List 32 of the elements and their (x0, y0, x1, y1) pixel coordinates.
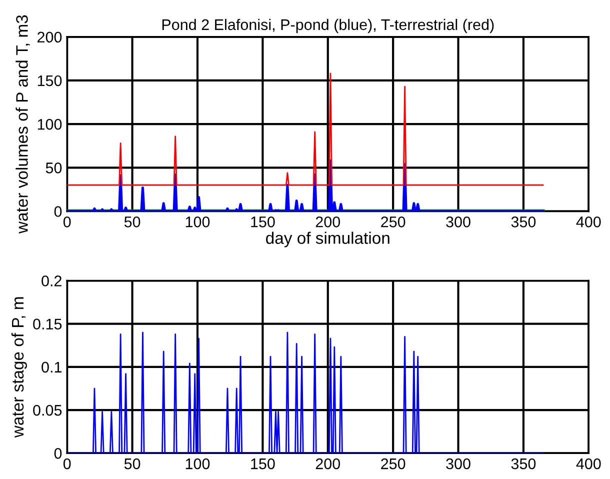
x-tick-label: 350 (511, 458, 536, 470)
y-tick-label: 0.15 (33, 318, 62, 330)
chart-title: Pond 2 Elafonisi, P-pond (blue), T-terrestrial (red) (162, 18, 494, 34)
x-tick-label: 250 (381, 458, 406, 470)
x-tick-label: 350 (511, 216, 536, 228)
x-tick-label: 200 (316, 216, 340, 228)
x-tick-label: 300 (446, 458, 470, 470)
x-tick-label: 100 (186, 216, 210, 228)
y-tick-label: 0 (54, 448, 62, 459)
x-tick-label: 150 (251, 216, 275, 228)
y-tick-label: 200 (38, 32, 62, 43)
y-tick-label: 150 (38, 75, 62, 86)
y-axis-title: water stage of P, m (11, 297, 27, 438)
x-tick-label: 250 (381, 216, 406, 228)
y-tick-label: 0.2 (42, 276, 62, 286)
y-tick-label: 0 (54, 206, 62, 217)
x-tick-label: 50 (124, 458, 140, 470)
x-axis-title: day of simulation (266, 232, 390, 248)
x-tick-label: 400 (576, 458, 601, 470)
y-tick-label: 50 (46, 162, 62, 174)
x-tick-label: 0 (63, 458, 71, 470)
y-tick-label: 0.05 (33, 404, 62, 416)
x-tick-label: 400 (576, 216, 601, 228)
y-tick-label: 0.1 (42, 362, 62, 373)
y-axis-title: water volumes of P and T, m3 (16, 15, 30, 234)
x-tick-label: 200 (316, 458, 340, 470)
x-tick-label: 100 (186, 458, 210, 470)
x-tick-label: 150 (251, 458, 275, 470)
x-tick-label: 300 (446, 216, 470, 228)
x-tick-label: 0 (63, 216, 71, 228)
x-tick-label: 50 (124, 216, 140, 228)
y-tick-label: 100 (38, 118, 62, 130)
